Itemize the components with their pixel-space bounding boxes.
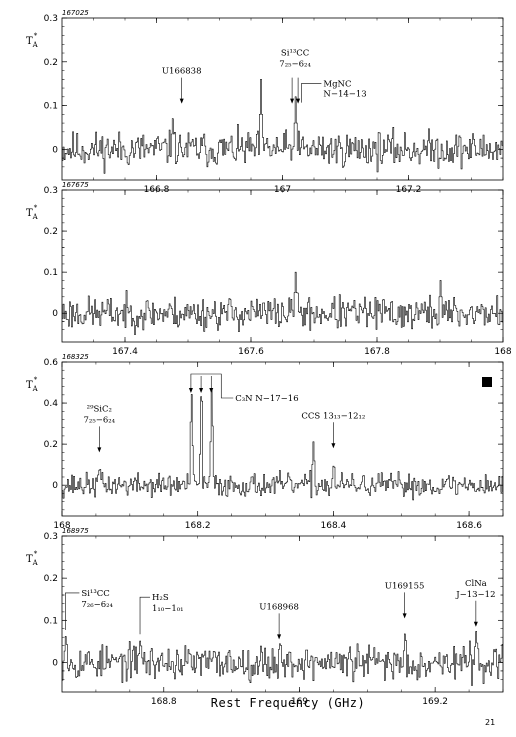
bracket-line: [190, 373, 234, 399]
y-tick-label: 0: [52, 309, 58, 319]
y-axis-label: TA*: [26, 550, 39, 567]
panel-167675: 167675 TA* 0 0.1 0.2 0.3 167.4 167.6 167.8 168: [26, 181, 512, 357]
arrow-head: [277, 634, 282, 640]
y-tick-label: 0.2: [44, 440, 58, 450]
y-tick-label: 0.1: [44, 616, 58, 626]
panel-id: 168975: [62, 527, 89, 535]
bracket-line: [301, 83, 322, 103]
x-tick-label: 168.8: [151, 697, 177, 707]
y-tick-label: 0.6: [44, 358, 59, 368]
spectrum-trace: [62, 271, 503, 335]
arrow-head: [473, 621, 478, 627]
y-tick-label: 0.1: [44, 268, 58, 278]
black-square-marker: [482, 377, 492, 387]
x-tick-label: 168.6: [456, 521, 482, 531]
y-axis-label: TA*: [26, 32, 39, 49]
panel-168975: 168975 TA* 0 0.1 0.2 0.3 168.8 169 169.2 Si¹³CC7₂…: [26, 527, 504, 707]
annotation-label: ClNa: [465, 579, 487, 589]
spectrum-trace: [62, 631, 503, 686]
annotation-label: J−13−12: [455, 590, 495, 600]
arrow-head: [179, 98, 184, 104]
x-axis-label: Rest Frequency (GHz): [210, 696, 366, 710]
annotation-label: 7₂₅−6₂₄: [84, 415, 116, 425]
annotation-label: ²⁹SiC₂: [87, 404, 112, 414]
y-tick-label: 0: [52, 145, 58, 155]
annotation-label: H₂S: [152, 593, 169, 603]
y-tick-label: 0: [52, 658, 58, 668]
annotation-label: MgNC: [323, 80, 351, 90]
arrow-head: [97, 447, 102, 453]
spectrum-trace: [62, 390, 503, 501]
x-tick-label: 168: [494, 347, 511, 357]
line-annotation: U166838: [162, 67, 202, 104]
annotation-label: 7₂₆−6₂₄: [81, 600, 113, 610]
x-tick-label: 167.6: [238, 347, 264, 357]
panel-id: 167675: [62, 181, 89, 189]
annotation-label: CCS 13₁₃−12₁₂: [301, 411, 365, 421]
annotation-label: C₃N N−17−16: [235, 394, 298, 404]
annotation-label: U166838: [162, 67, 202, 77]
panel-id: 168325: [62, 353, 89, 361]
line-annotation: CCS 13₁₃−12₁₂: [301, 411, 365, 449]
annotation-label: Si¹³CC: [281, 49, 309, 59]
y-tick-label: 0: [52, 481, 58, 491]
arrow-head: [296, 98, 301, 104]
arrow-head: [188, 388, 193, 393]
x-tick-label: 167.8: [364, 347, 390, 357]
page-number: 21: [485, 718, 496, 727]
y-axis-label: TA*: [26, 376, 39, 393]
spectrum-trace: [62, 79, 503, 174]
x-tick-label: 168.4: [321, 521, 347, 531]
panel-id: 167025: [62, 9, 89, 17]
panel-frame: [61, 361, 504, 517]
line-annotation: U169155: [385, 581, 425, 619]
arrow-head: [209, 388, 214, 393]
annotation-label: 1₁₀−1₀₁: [152, 604, 184, 614]
y-tick-label: 0.1: [44, 102, 58, 112]
panel-168325: 168325 TA* 0 0.2 0.4 0.6 168 168.2 168.4 168.6 ²⁹S…: [26, 353, 504, 531]
y-axis-label: TA*: [26, 204, 39, 221]
x-tick-label: 168.2: [185, 521, 211, 531]
panel-frame: [61, 17, 504, 181]
x-tick-label: 167.4: [112, 347, 138, 357]
line-annotation: U168968: [259, 602, 299, 640]
y-tick-label: 0.3: [44, 186, 58, 196]
y-tick-label: 0.2: [44, 58, 58, 68]
y-tick-label: 0.2: [44, 574, 58, 584]
y-tick-label: 0.3: [44, 14, 58, 24]
arrow-head: [290, 98, 295, 104]
annotation-label: N−14−13: [323, 90, 366, 100]
arrow-head: [199, 388, 204, 393]
x-tick-label: 169: [291, 697, 308, 707]
line-annotation: C₃N N−17−16: [188, 373, 299, 404]
annotation-label: 7₂₅−6₂₄: [279, 60, 311, 70]
annotation-label: U169155: [385, 581, 425, 591]
panel-frame: [61, 535, 504, 693]
bracket-line: [65, 592, 80, 630]
x-tick-label: 169.2: [422, 697, 448, 707]
annotation-label: Si¹³CC: [81, 589, 109, 599]
arrow-head: [402, 613, 407, 619]
arrow-head: [331, 443, 336, 449]
y-tick-label: 0.3: [44, 532, 58, 542]
x-tick-label: 168: [53, 521, 70, 531]
y-tick-label: 0.2: [44, 227, 58, 237]
bracket-line: [139, 596, 151, 635]
annotation-label: U168968: [259, 602, 299, 612]
y-tick-label: 0.4: [44, 399, 59, 409]
